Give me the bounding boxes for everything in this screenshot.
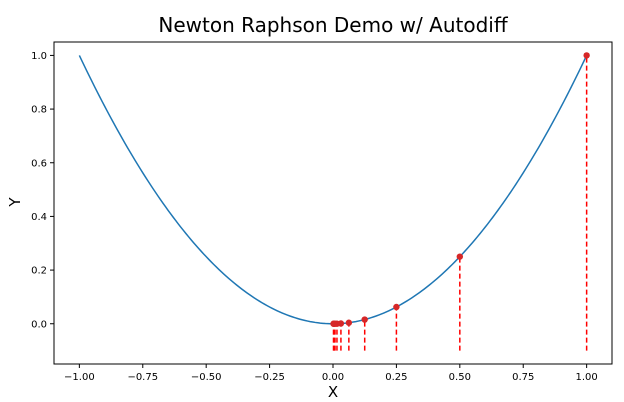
data-layer [78,52,590,351]
x-tick-label: 0.75 [512,372,534,383]
x-axis-label: X [328,383,338,401]
y-tick-label: 0.0 [31,319,47,330]
y-axis-ticks: 0.0 0.2 0.4 0.6 0.8 1.0 [31,51,54,330]
x-tick-label: 1.00 [576,372,598,383]
x-tick-label: −0.75 [127,372,158,383]
iteration-point [330,320,337,327]
x-tick-label: 0.25 [385,372,407,383]
y-tick-label: 1.0 [31,51,47,62]
y-tick-label: 0.8 [31,105,47,116]
y-tick-label: 0.6 [31,158,47,169]
chart-title: Newton Raphson Demo w/ Autodiff [158,13,508,37]
x-tick-label: −0.50 [191,372,222,383]
x-axis-ticks: −1.00 −0.75 −0.50 −0.25 0.00 0.25 0.50 0.75 1.00 [64,364,598,383]
y-tick-label: 0.4 [31,212,47,223]
iteration-point [345,319,353,326]
iteration-point [456,253,464,260]
y-axis-label: Y [6,197,24,208]
iteration-point [393,303,400,311]
x-tick-label: 0.00 [322,372,344,383]
y-tick-label: 0.2 [31,266,47,277]
iteration-point [361,316,368,323]
x-tick-label: −0.25 [254,372,285,383]
x-tick-label: −1.00 [64,372,95,383]
iteration-point [583,52,590,59]
x-tick-label: 0.50 [449,372,471,383]
